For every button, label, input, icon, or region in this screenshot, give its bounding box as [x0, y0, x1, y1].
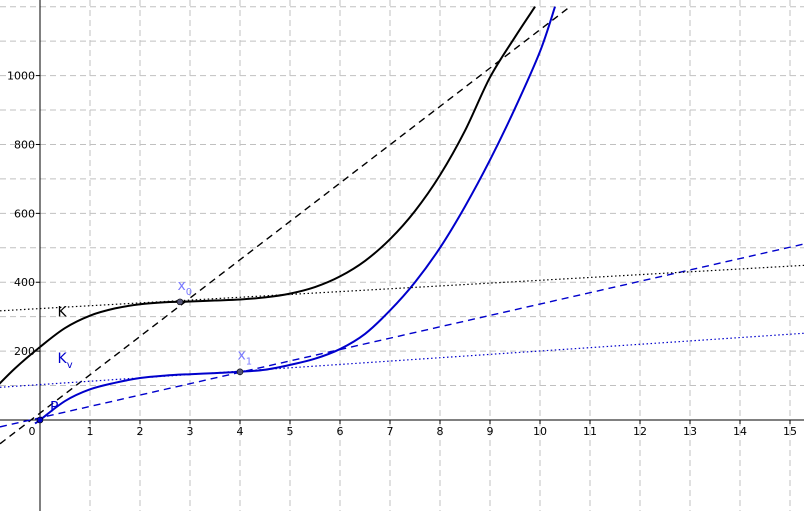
series-k [0, 6, 536, 385]
x-tick-label: 4 [237, 425, 244, 438]
x-tick-label: 13 [683, 425, 697, 438]
origin-label: 0 [29, 425, 36, 438]
x-tick-label: 10 [533, 425, 547, 438]
series-tangent-k-x0 [0, 6, 571, 445]
label-x1: x1 [238, 348, 253, 368]
x-tick-label: 12 [633, 425, 647, 438]
x-tick-label: 3 [187, 425, 194, 438]
x-tick-label: 1 [87, 425, 94, 438]
x-tick-label: 5 [287, 425, 294, 438]
point-x0[interactable] [176, 298, 184, 306]
label-kv: Kv [58, 351, 73, 371]
x-tick-label: 8 [437, 425, 444, 438]
y-tick-label: 600 [14, 207, 35, 220]
x-tick-label: 2 [137, 425, 144, 438]
point-p[interactable] [36, 416, 44, 424]
y-tick-label: 200 [14, 345, 35, 358]
points-layer[interactable] [36, 298, 244, 424]
series-layer [0, 6, 804, 445]
y-tick-label: 1000 [7, 70, 35, 83]
x-tick-label: 11 [583, 425, 597, 438]
label-x0: x0 [178, 278, 193, 298]
labels-layer: K Kv x0 x1 P [50, 278, 252, 416]
label-k: K [58, 305, 68, 321]
x-tick-label: 15 [783, 425, 797, 438]
x-tick-label: 9 [487, 425, 494, 438]
series-k_v [34, 6, 556, 425]
y-tick-label: 800 [14, 138, 35, 151]
series-secant-kv [0, 332, 804, 388]
x-tick-label: 14 [733, 425, 747, 438]
series-tangent-kv-x1 [0, 243, 804, 428]
x-tick-label: 6 [337, 425, 344, 438]
series-secant-k [0, 264, 804, 312]
label-p: P [50, 399, 58, 415]
x-tick-label: 7 [387, 425, 394, 438]
point-x1[interactable] [236, 368, 244, 376]
y-tick-label: 400 [14, 276, 35, 289]
